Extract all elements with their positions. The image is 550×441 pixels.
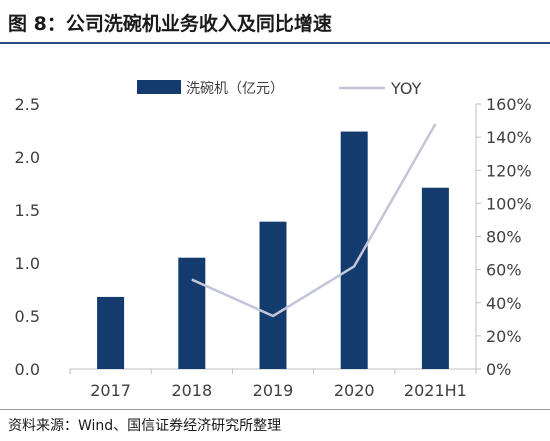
chart-title: 图 8：公司洗碗机业务收入及同比增速 [8,13,332,35]
y-left-tick-label: 0.5 [15,307,40,326]
y-left-tick-label: 1.5 [15,201,40,220]
y-right-tick-label: 140% [486,128,532,147]
y-left-tick-label: 0.0 [15,360,40,379]
y-right-tick-label: 80% [486,228,522,247]
yoy-line [191,123,437,318]
x-tick-label: 2018 [171,381,212,400]
y-left-tick-label: 2.0 [15,148,40,167]
x-tick-label: 2017 [90,381,131,400]
legend-bar-swatch [137,80,181,94]
y-right-tick-label: 0% [486,360,511,379]
bar [178,257,206,369]
y-right-tick-label: 160% [486,95,532,114]
bar [97,296,125,369]
source-note: 资料来源：Wind、国信证券经济研究所整理 [8,418,282,434]
title-divider [0,42,550,44]
x-tick-label: 2020 [334,381,375,400]
y-right-tick-label: 100% [486,194,532,213]
bar [421,187,449,369]
bar [259,221,287,369]
y-right-tick-label: 40% [486,294,522,313]
chart-area: 0.0 0.5 1.0 1.5 2.0 2.5 0% 20% 40% 60% 80% 100% 120%… [0,44,550,408]
source-divider [0,409,550,410]
x-tick-label: 2021H1 [404,381,467,400]
title-bar: 图 8：公司洗碗机业务收入及同比增速 [0,0,550,44]
x-tick-label: 2019 [253,381,294,400]
y-right-tick-label: 120% [486,161,532,180]
y-left-tick-label: 2.5 [15,95,40,114]
legend-bar-label: 洗碗机（亿元） [186,81,284,97]
legend-line-label: YOY [390,79,422,98]
y-right-tick-label: 20% [486,327,522,346]
y-right-tick-label: 60% [486,261,522,280]
y-left-tick-label: 1.0 [15,254,40,273]
chart-svg: 0.0 0.5 1.0 1.5 2.0 2.5 0% 20% 40% 60% 80% 100% 120%… [15,79,532,400]
